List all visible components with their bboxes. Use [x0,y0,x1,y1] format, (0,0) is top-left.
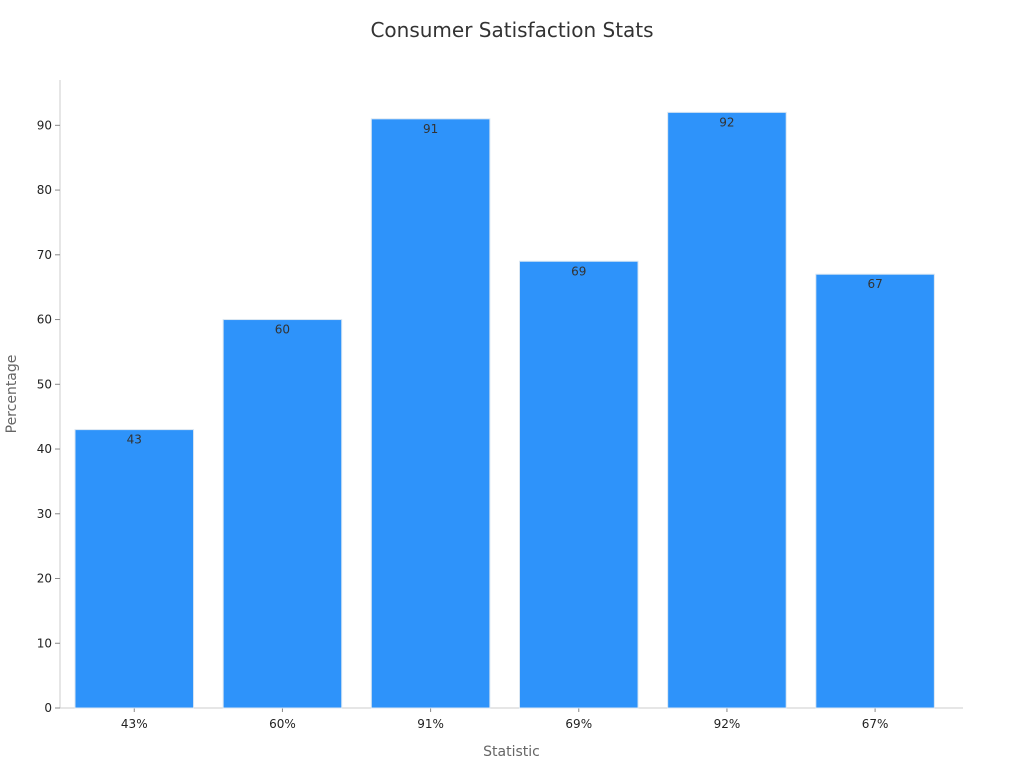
bar-value-label: 43 [127,433,142,447]
y-tick-label: 60 [37,313,52,327]
y-tick-label: 90 [37,118,52,132]
x-tick-label: 43% [121,717,148,731]
bar [370,118,491,709]
y-tick-label: 40 [37,442,52,456]
y-tick-label: 20 [37,572,52,586]
y-tick-label: 10 [37,636,52,650]
x-tick-label: 91% [417,717,444,731]
bar-value-label: 91 [423,122,438,136]
x-tick-label: 69% [565,717,592,731]
bar [519,260,639,709]
bar [74,429,195,709]
bar [815,273,935,709]
y-tick-label: 0 [44,701,52,715]
y-axis: 0 10 20 30 40 50 60 70 80 90 [37,80,61,715]
x-axis-title: Statistic [483,744,540,760]
y-tick-label: 50 [37,377,52,391]
data-labels: 43 60 91 69 92 67 [127,115,883,446]
y-tick-label: 70 [37,248,52,262]
bar-value-label: 69 [571,264,586,278]
y-tick-label: 80 [37,183,52,197]
x-axis: 43% 60% 91% 69% 92% 67% [60,707,963,731]
bar [667,111,787,709]
bars [74,111,935,709]
bar-value-label: 67 [867,277,882,291]
x-tick-label: 67% [862,717,889,731]
bar-value-label: 60 [275,323,290,337]
y-axis-title: Percentage [4,355,20,434]
y-tick-label: 30 [37,507,52,521]
bar-value-label: 92 [719,115,734,129]
x-tick-label: 60% [269,717,296,731]
x-tick-label: 92% [714,717,741,731]
chart-title: Consumer Satisfaction Stats [370,18,654,42]
bar [222,319,343,709]
